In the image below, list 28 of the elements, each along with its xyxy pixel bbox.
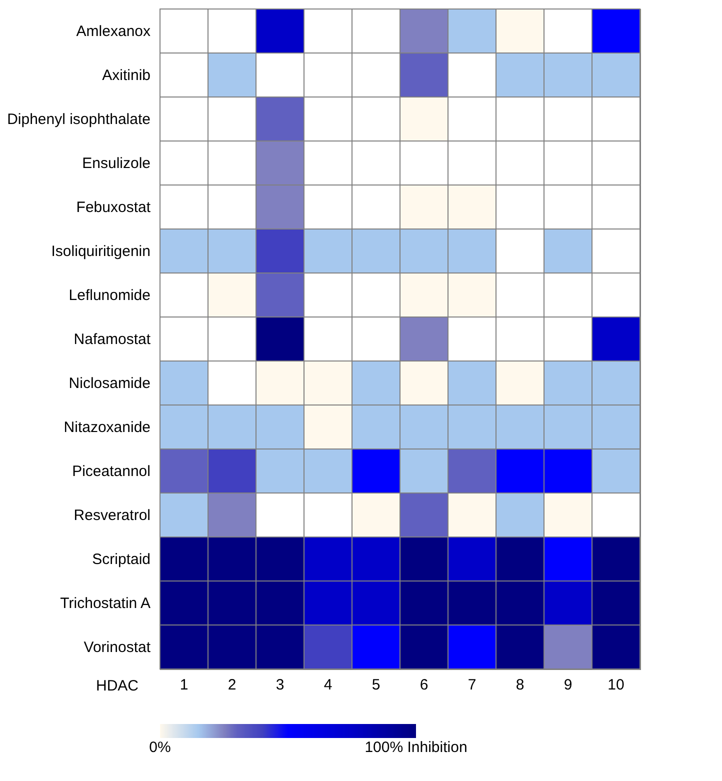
- x-tick-label: 4: [324, 676, 332, 694]
- y-tick-label: Nitazoxanide: [64, 419, 150, 436]
- y-tick-label: Scriptaid: [92, 551, 150, 568]
- y-tick-label: Ensulizole: [82, 155, 150, 172]
- y-tick-label: Piceatannol: [72, 463, 150, 480]
- x-tick-label: 2: [228, 676, 236, 694]
- x-tick-label: 9: [564, 676, 572, 694]
- x-tick-label: 3: [276, 676, 284, 694]
- x-tick-label: 6: [420, 676, 428, 694]
- y-tick-label: Isoliquiritigenin: [51, 243, 150, 260]
- y-tick-label: Resveratrol: [74, 507, 150, 524]
- x-tick-label: 8: [516, 676, 524, 694]
- y-tick-label: Axitinib: [102, 67, 150, 84]
- x-tick-label: 1: [180, 676, 188, 694]
- color-bar-label: 100% Inhibition: [364, 739, 468, 756]
- y-tick-label: Trichostatin A: [60, 595, 150, 612]
- y-tick-label: Diphenyl isophthalate: [7, 111, 150, 128]
- y-tick-label: Febuxostat: [76, 199, 152, 216]
- y-tick-label: Leflunomide: [68, 287, 150, 304]
- y-tick-label: Amlexanox: [76, 23, 151, 40]
- x-tick-label: 7: [468, 676, 476, 694]
- y-tick-label: Nafamostat: [74, 331, 152, 348]
- color-bar-label: 0%: [149, 739, 171, 756]
- y-tick-label: Vorinostat: [84, 639, 152, 656]
- x-tick-label: 5: [372, 676, 380, 694]
- y-tick-label: Niclosamide: [68, 375, 150, 392]
- x-tick-label: 10: [608, 676, 624, 694]
- x-axis-title: HDAC: [96, 678, 139, 694]
